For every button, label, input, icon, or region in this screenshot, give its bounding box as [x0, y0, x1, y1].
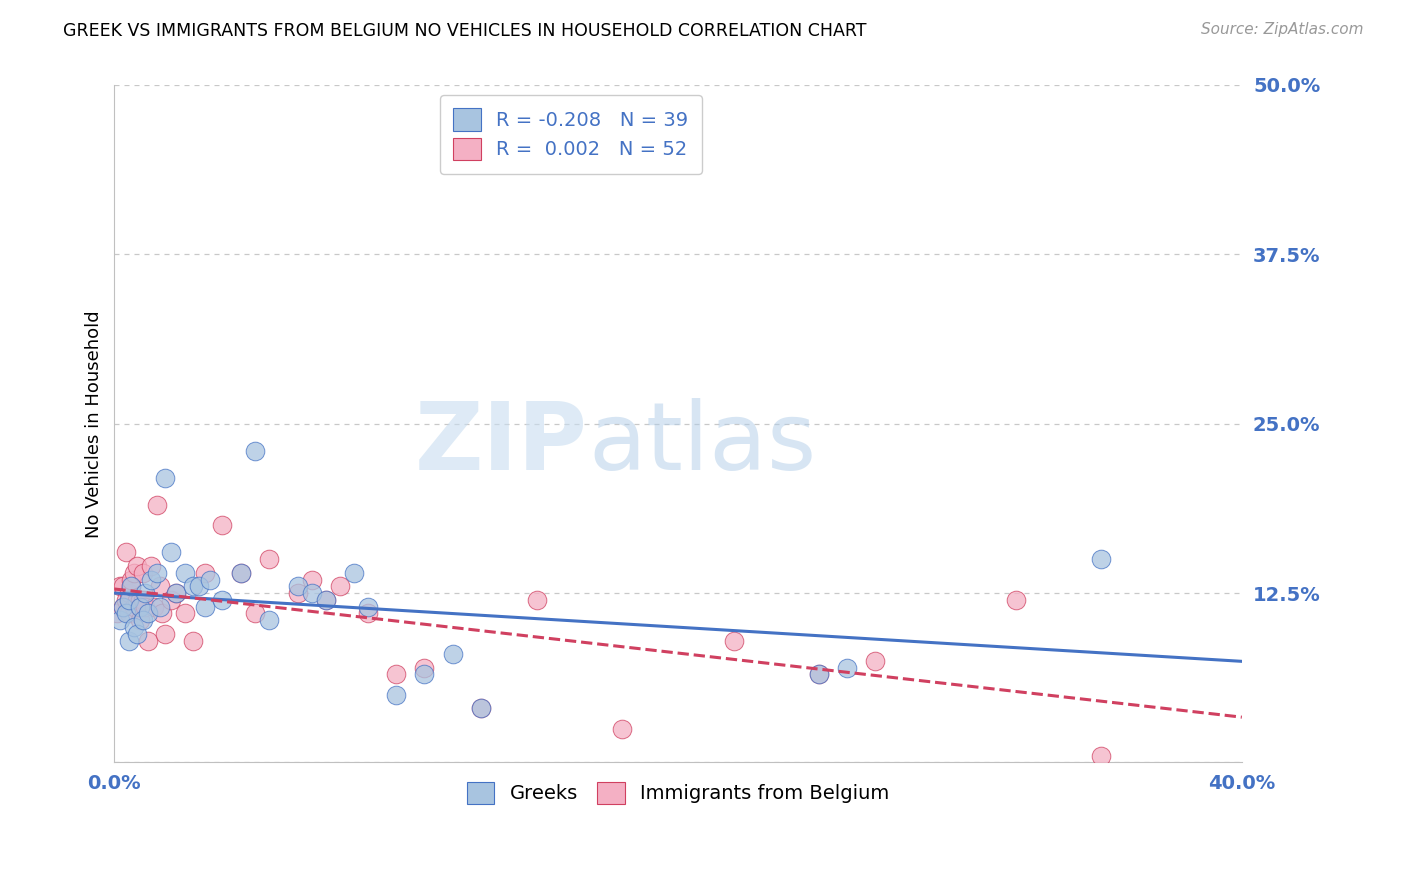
Point: [357, 599, 380, 614]
Point: [470, 701, 492, 715]
Point: [287, 579, 309, 593]
Point: [194, 566, 217, 580]
Point: [153, 626, 176, 640]
Point: [301, 586, 323, 600]
Point: [142, 599, 165, 614]
Point: [108, 579, 131, 593]
Point: [1090, 552, 1112, 566]
Point: [245, 443, 267, 458]
Point: [111, 579, 134, 593]
Point: [808, 667, 831, 681]
Point: [117, 607, 139, 621]
Point: [385, 667, 408, 681]
Text: GREEK VS IMMIGRANTS FROM BELGIUM NO VEHICLES IN HOUSEHOLD CORRELATION CHART: GREEK VS IMMIGRANTS FROM BELGIUM NO VEHI…: [63, 22, 866, 40]
Point: [200, 573, 222, 587]
Point: [470, 701, 492, 715]
Point: [194, 599, 217, 614]
Point: [526, 592, 548, 607]
Point: [173, 566, 195, 580]
Point: [153, 471, 176, 485]
Legend: Greeks, Immigrants from Belgium: Greeks, Immigrants from Belgium: [457, 772, 898, 814]
Point: [315, 592, 337, 607]
Point: [105, 607, 128, 621]
Point: [114, 545, 136, 559]
Point: [122, 566, 145, 580]
Point: [173, 607, 195, 621]
Point: [148, 599, 170, 614]
Point: [723, 633, 745, 648]
Point: [357, 607, 380, 621]
Point: [413, 667, 436, 681]
Point: [125, 626, 148, 640]
Point: [125, 592, 148, 607]
Point: [128, 599, 150, 614]
Point: [1090, 748, 1112, 763]
Point: [136, 607, 159, 621]
Point: [808, 667, 831, 681]
Point: [413, 660, 436, 674]
Point: [111, 599, 134, 614]
Point: [128, 613, 150, 627]
Point: [610, 722, 633, 736]
Point: [122, 599, 145, 614]
Point: [128, 592, 150, 607]
Point: [139, 573, 162, 587]
Point: [114, 607, 136, 621]
Point: [131, 592, 153, 607]
Point: [385, 688, 408, 702]
Point: [329, 579, 352, 593]
Point: [188, 579, 211, 593]
Point: [231, 566, 253, 580]
Text: ZIP: ZIP: [415, 398, 588, 490]
Point: [114, 592, 136, 607]
Point: [150, 607, 173, 621]
Point: [343, 566, 366, 580]
Point: [131, 566, 153, 580]
Point: [128, 599, 150, 614]
Point: [145, 498, 167, 512]
Point: [287, 586, 309, 600]
Point: [125, 559, 148, 574]
Point: [117, 592, 139, 607]
Point: [259, 613, 281, 627]
Point: [120, 579, 142, 593]
Point: [148, 579, 170, 593]
Point: [183, 633, 205, 648]
Point: [120, 579, 142, 593]
Point: [865, 654, 887, 668]
Point: [165, 586, 187, 600]
Point: [108, 613, 131, 627]
Point: [139, 559, 162, 574]
Point: [211, 592, 233, 607]
Y-axis label: No Vehicles in Household: No Vehicles in Household: [86, 310, 103, 538]
Point: [245, 607, 267, 621]
Point: [301, 573, 323, 587]
Point: [159, 545, 181, 559]
Point: [111, 599, 134, 614]
Point: [117, 586, 139, 600]
Point: [120, 573, 142, 587]
Point: [134, 586, 156, 600]
Point: [165, 586, 187, 600]
Point: [259, 552, 281, 566]
Point: [231, 566, 253, 580]
Point: [117, 633, 139, 648]
Point: [211, 518, 233, 533]
Point: [159, 592, 181, 607]
Point: [145, 566, 167, 580]
Text: Source: ZipAtlas.com: Source: ZipAtlas.com: [1201, 22, 1364, 37]
Point: [315, 592, 337, 607]
Point: [131, 613, 153, 627]
Point: [837, 660, 859, 674]
Point: [441, 647, 464, 661]
Point: [117, 592, 139, 607]
Point: [183, 579, 205, 593]
Point: [134, 599, 156, 614]
Text: atlas: atlas: [588, 398, 815, 490]
Point: [1005, 592, 1028, 607]
Point: [122, 620, 145, 634]
Point: [136, 633, 159, 648]
